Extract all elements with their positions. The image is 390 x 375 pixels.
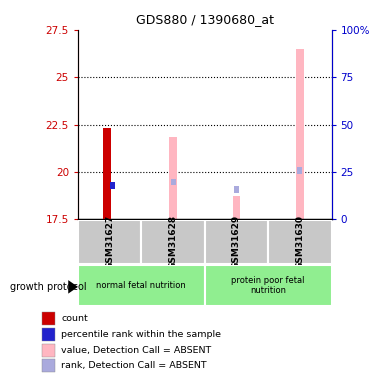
Bar bbox=[110, 182, 115, 189]
Title: GDS880 / 1390680_at: GDS880 / 1390680_at bbox=[136, 13, 274, 26]
Text: GSM31628: GSM31628 bbox=[168, 215, 177, 269]
Bar bbox=[205, 265, 332, 306]
Text: GSM31629: GSM31629 bbox=[232, 215, 241, 269]
Bar bbox=[103, 128, 111, 219]
Text: GSM31627: GSM31627 bbox=[105, 215, 114, 269]
Text: GSM31630: GSM31630 bbox=[295, 215, 304, 269]
Text: value, Detection Call = ABSENT: value, Detection Call = ABSENT bbox=[61, 346, 211, 355]
Bar bbox=[170, 178, 176, 185]
Bar bbox=[43, 344, 55, 357]
Text: count: count bbox=[61, 314, 88, 323]
Bar bbox=[234, 186, 239, 193]
Text: protein poor fetal
nutrition: protein poor fetal nutrition bbox=[231, 276, 305, 295]
Text: rank, Detection Call = ABSENT: rank, Detection Call = ABSENT bbox=[61, 362, 207, 370]
Bar bbox=[296, 49, 304, 219]
Text: growth protocol: growth protocol bbox=[10, 282, 86, 292]
Bar bbox=[205, 220, 268, 264]
Bar bbox=[232, 196, 240, 219]
Bar bbox=[141, 220, 205, 264]
Bar bbox=[43, 312, 55, 325]
Bar bbox=[78, 220, 141, 264]
Bar bbox=[169, 137, 177, 219]
Text: percentile rank within the sample: percentile rank within the sample bbox=[61, 330, 221, 339]
Bar bbox=[43, 328, 55, 341]
Bar bbox=[297, 167, 302, 174]
Bar bbox=[78, 265, 205, 306]
Bar bbox=[43, 359, 55, 372]
Bar bbox=[268, 220, 332, 264]
Text: normal fetal nutrition: normal fetal nutrition bbox=[96, 281, 186, 290]
